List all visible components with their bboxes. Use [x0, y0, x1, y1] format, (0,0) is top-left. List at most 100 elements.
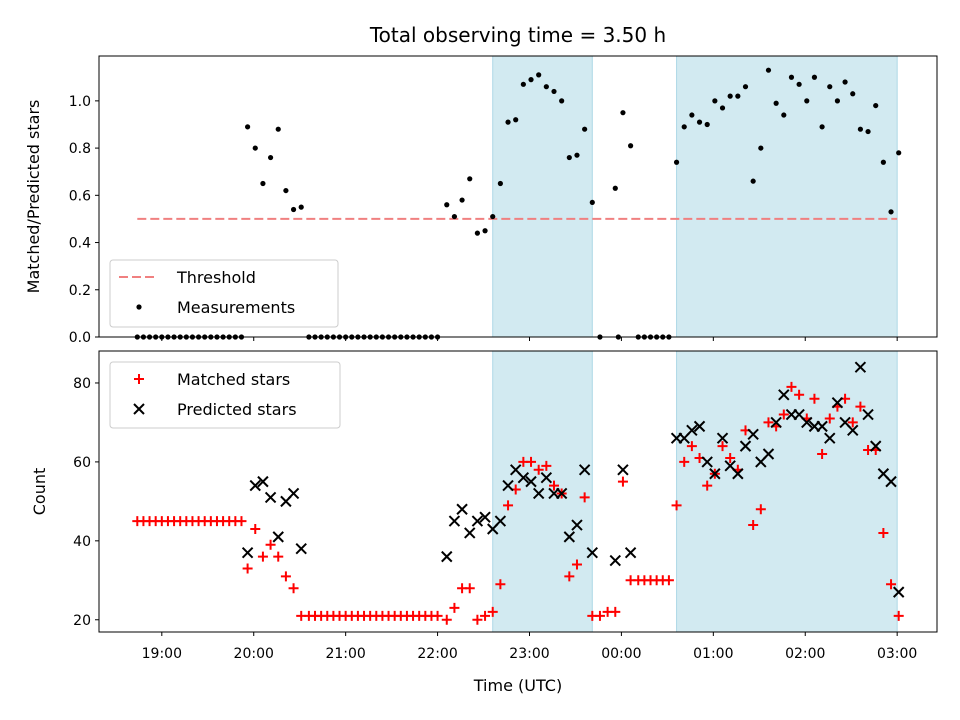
data-point [747, 428, 759, 440]
data-point [811, 74, 818, 80]
data-point [679, 456, 690, 467]
data-point [686, 424, 698, 437]
series-predicted-stars [241, 361, 905, 598]
data-point [732, 468, 744, 480]
data-point [497, 180, 503, 187]
data-point [778, 389, 790, 401]
data-point [781, 112, 787, 118]
y-tick-label: 20 [73, 613, 91, 629]
data-point [245, 124, 251, 130]
data-point [449, 602, 460, 613]
data-point [564, 571, 575, 582]
legend-predicted-swatch [133, 403, 145, 415]
data-point [532, 487, 545, 500]
data-point [878, 527, 889, 538]
data-point [543, 84, 549, 90]
data-point [886, 579, 897, 590]
legend-box [109, 259, 339, 328]
data-point [490, 213, 496, 220]
data-point [536, 72, 542, 78]
data-point [505, 119, 511, 125]
data-point [842, 79, 848, 85]
data-point [827, 84, 833, 90]
chart-title: Total observing time = 3.50 h [369, 23, 666, 47]
data-point [763, 417, 774, 428]
y-tick-label: 0.6 [69, 188, 91, 204]
data-point [298, 204, 304, 210]
data-point [520, 81, 526, 87]
data-point [586, 546, 599, 559]
data-point [719, 105, 726, 111]
data-point [549, 480, 560, 491]
data-point [610, 606, 621, 617]
x-tick-label: 01:00 [693, 646, 733, 662]
data-point [617, 464, 629, 476]
data-point [847, 417, 858, 428]
y-tick-label: 40 [73, 534, 91, 550]
data-point [712, 98, 718, 104]
data-point [748, 520, 759, 531]
data-point [702, 480, 713, 491]
x-tick-label: 00:00 [601, 646, 641, 662]
data-point [494, 515, 507, 527]
data-point [786, 381, 797, 392]
data-point [850, 91, 856, 97]
shaded-window [492, 350, 593, 633]
data-point [725, 452, 736, 463]
data-point [896, 150, 902, 156]
data-point [773, 100, 779, 106]
data-point [432, 610, 443, 621]
data-point [709, 468, 721, 480]
x-tick-label: 21:00 [325, 646, 365, 662]
data-point [456, 503, 468, 515]
axes-frame [98, 350, 938, 633]
data-point [794, 389, 805, 400]
data-point [464, 583, 475, 594]
data-point [612, 185, 618, 191]
data-point [252, 145, 258, 151]
x-tick-label: 02:00 [785, 646, 825, 662]
data-point [551, 88, 557, 95]
data-point [750, 178, 756, 184]
y-tick-label: 60 [73, 455, 91, 471]
data-point [663, 575, 674, 586]
x-axis-label: Time (UTC) [473, 676, 562, 695]
legend-box [109, 361, 341, 429]
data-point [704, 121, 710, 128]
data-point [533, 464, 544, 475]
data-point [609, 554, 621, 567]
data-point [525, 475, 537, 488]
data-point [540, 471, 553, 484]
data-point [735, 93, 741, 99]
data-point [578, 464, 591, 476]
data-point [448, 515, 461, 527]
data-point [834, 98, 841, 104]
data-point [260, 180, 266, 187]
legend: Threshold Measurements [109, 259, 339, 328]
y-tick-label: 80 [73, 376, 91, 392]
y-tick-label: 0.2 [69, 283, 91, 299]
data-point [589, 199, 595, 206]
data-point [250, 523, 261, 534]
data-point [717, 441, 728, 452]
shaded-window [492, 55, 593, 338]
data-point [441, 614, 452, 625]
data-point [257, 551, 268, 562]
data-point [624, 546, 637, 559]
data-point [503, 500, 514, 511]
data-point [701, 456, 713, 468]
data-point [528, 77, 534, 83]
data-point [451, 213, 458, 220]
data-point [831, 396, 844, 409]
data-point [295, 543, 307, 555]
shaded-window [676, 55, 898, 338]
y-tick-label: 0.4 [69, 236, 91, 252]
data-point [873, 102, 879, 109]
data-point [290, 206, 297, 213]
data-point [526, 456, 537, 467]
data-point [275, 126, 281, 132]
legend-label: Threshold [176, 268, 256, 287]
data-point [620, 110, 626, 116]
data-point [582, 126, 588, 132]
data-point [689, 112, 695, 118]
